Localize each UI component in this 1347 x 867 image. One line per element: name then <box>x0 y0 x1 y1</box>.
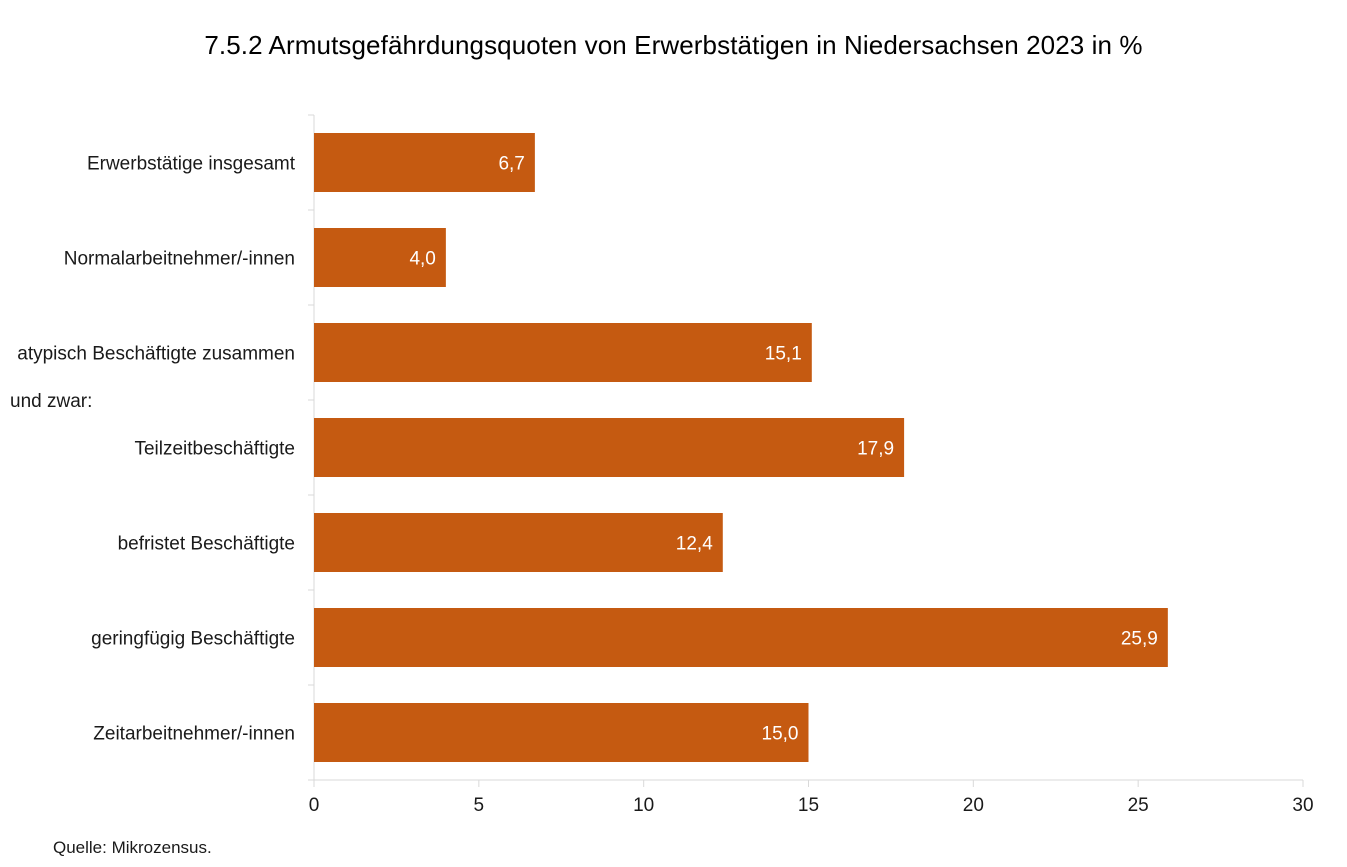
category-label: befristet Beschäftigte <box>118 534 295 555</box>
data-label: 25,9 <box>1121 629 1158 650</box>
bar <box>314 228 446 287</box>
category-label: geringfügig Beschäftigte <box>91 629 295 650</box>
source-note: Quelle: Mikrozensus. <box>53 838 212 857</box>
category-labels: Erwerbstätige insgesamt Normalarbeitnehme… <box>10 154 296 745</box>
category-axis <box>308 114 315 781</box>
tick-label: 30 <box>1292 795 1313 816</box>
data-label: 15,0 <box>762 724 799 745</box>
category-label: Normalarbeitnehmer/-innen <box>64 249 295 270</box>
bars <box>314 133 1168 762</box>
data-label: 17,9 <box>857 439 894 460</box>
bar <box>314 703 809 762</box>
data-label: 12,4 <box>676 534 713 555</box>
bar <box>314 513 723 572</box>
tick-label: 0 <box>309 795 320 816</box>
tick-label: 5 <box>474 795 485 816</box>
value-labels: 6,7 4,0 15,1 17,9 12,4 25,9 15,0 <box>409 154 1157 745</box>
category-label: Erwerbstätige insgesamt <box>87 154 296 175</box>
data-label: 6,7 <box>498 154 524 175</box>
tick-label: 20 <box>963 795 984 816</box>
tick-label: 25 <box>1128 795 1149 816</box>
tick-label: 10 <box>633 795 654 816</box>
category-label: Zeitarbeitnehmer/-innen <box>93 724 295 745</box>
category-label: Teilzeitbeschäftigte <box>134 439 295 460</box>
data-label: 15,1 <box>765 344 802 365</box>
chart-title: 7.5.2 Armutsgefährdungsquoten von Erwerb… <box>204 30 1143 60</box>
bar <box>314 133 535 192</box>
group-note: und zwar: <box>10 391 92 412</box>
bar <box>314 418 905 477</box>
bar <box>314 608 1168 667</box>
category-label: atypisch Beschäftigte zusammen <box>17 344 295 365</box>
value-axis: 0 5 10 15 20 25 30 <box>309 779 1314 816</box>
tick-label: 15 <box>798 795 819 816</box>
data-label: 4,0 <box>409 249 435 270</box>
bar <box>314 323 812 382</box>
